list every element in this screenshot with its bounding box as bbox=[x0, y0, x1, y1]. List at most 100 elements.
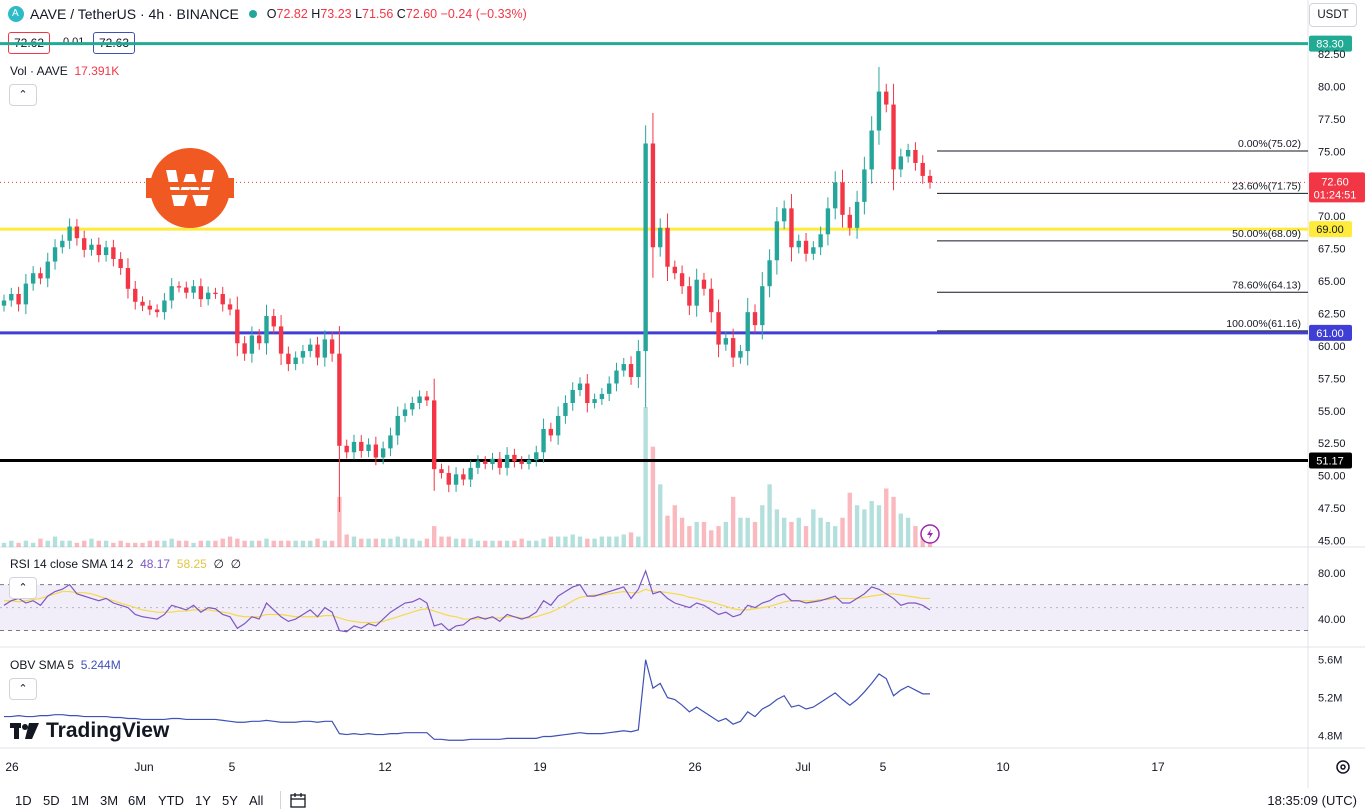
obv-tick-label: 4.8M bbox=[1318, 731, 1342, 743]
candle-body bbox=[891, 104, 896, 170]
price-tick-label: 47.50 bbox=[1318, 503, 1346, 515]
utc-clock[interactable]: 18:35:09 (UTC) bbox=[1267, 793, 1357, 808]
candle bbox=[293, 351, 298, 371]
volume-bar bbox=[541, 538, 546, 547]
volume-bar bbox=[818, 517, 823, 547]
volume-bar bbox=[162, 540, 167, 547]
time-tick-label: 12 bbox=[378, 760, 392, 774]
candle bbox=[264, 304, 269, 355]
candle-body bbox=[475, 461, 481, 468]
candle bbox=[585, 374, 590, 413]
volume-bar bbox=[424, 538, 430, 547]
volume-bar bbox=[16, 542, 21, 547]
timeframe-5d-button[interactable]: 5D bbox=[43, 793, 60, 808]
candle-body bbox=[869, 130, 874, 170]
candle-body bbox=[308, 344, 313, 352]
volume-bar bbox=[213, 540, 218, 547]
volume-bar bbox=[1, 542, 7, 547]
candle bbox=[103, 240, 109, 262]
candle-body bbox=[271, 316, 276, 327]
timeframe-all-button[interactable]: All bbox=[249, 793, 264, 808]
market-open-icon bbox=[248, 10, 257, 18]
symbol-title[interactable]: AAVE / TetherUS · 4h · BINANCE bbox=[30, 6, 239, 22]
candle bbox=[1, 294, 7, 312]
candle bbox=[74, 219, 80, 246]
candle-body bbox=[672, 266, 677, 274]
volume-bar bbox=[738, 517, 743, 547]
volume-bar bbox=[913, 526, 918, 547]
price-tick-label: 75.00 bbox=[1318, 146, 1346, 158]
candle-body bbox=[154, 309, 160, 313]
candle-body bbox=[483, 461, 488, 464]
time-tick-label: 17 bbox=[1151, 760, 1165, 774]
timeframe-1d-button[interactable]: 1D bbox=[15, 793, 32, 808]
candle-body bbox=[264, 316, 269, 344]
volume-bar bbox=[96, 540, 101, 547]
candle-body bbox=[927, 175, 933, 183]
timeframe-6m-button[interactable]: 6M bbox=[128, 793, 147, 808]
volume-bar bbox=[154, 540, 160, 547]
volume-bar bbox=[745, 517, 750, 547]
candle bbox=[811, 241, 816, 260]
candle bbox=[67, 218, 72, 249]
volume-bar bbox=[351, 536, 357, 547]
volume-bar bbox=[483, 540, 488, 547]
candle-body bbox=[388, 435, 393, 449]
candle bbox=[140, 296, 145, 312]
candle-body bbox=[913, 149, 918, 163]
candle bbox=[483, 456, 488, 470]
price-tick-label: 65.00 bbox=[1318, 276, 1346, 288]
fib-level-label: 100.00%(61.16) bbox=[1226, 318, 1301, 330]
volume-bar bbox=[701, 521, 707, 547]
candle-body bbox=[176, 286, 182, 288]
candle-body bbox=[329, 339, 335, 354]
candle bbox=[366, 438, 371, 458]
candle-body bbox=[315, 344, 320, 358]
volume-bar bbox=[694, 521, 699, 547]
tradingview-brand[interactable]: TradingView bbox=[10, 719, 169, 743]
currency-selector[interactable]: USDT bbox=[1309, 3, 1357, 27]
chevron-up-icon: ⌃ bbox=[18, 582, 28, 594]
candle bbox=[424, 390, 430, 406]
candle-body bbox=[679, 273, 685, 287]
candle-body bbox=[563, 402, 568, 416]
date-range-icon[interactable] bbox=[290, 792, 308, 811]
timeframe-5y-button[interactable]: 5Y bbox=[222, 793, 238, 808]
collapse-rsi-button[interactable]: ⌃ bbox=[9, 577, 37, 599]
timeframe-1y-button[interactable]: 1Y bbox=[195, 793, 211, 808]
collapse-volume-button[interactable]: ⌃ bbox=[9, 84, 37, 106]
candle-body bbox=[242, 343, 247, 354]
volume-bar bbox=[249, 540, 255, 547]
timeframe-3m-button[interactable]: 3M bbox=[100, 793, 119, 808]
volume-bar bbox=[577, 536, 583, 547]
volume-bar bbox=[789, 521, 794, 547]
candle bbox=[395, 406, 400, 445]
candle-body bbox=[876, 91, 882, 131]
volume-bar bbox=[359, 538, 364, 547]
volume-bar bbox=[716, 526, 721, 547]
toolbar-divider bbox=[280, 791, 281, 809]
candle bbox=[519, 456, 524, 470]
candle bbox=[271, 308, 276, 334]
timeframe-ytd-button[interactable]: YTD bbox=[158, 793, 184, 808]
gear-icon[interactable] bbox=[1336, 760, 1350, 774]
candle-body bbox=[9, 293, 14, 301]
timeframe-1m-button[interactable]: 1M bbox=[71, 793, 90, 808]
candle-body bbox=[45, 261, 50, 279]
volume-bar bbox=[118, 540, 123, 547]
candle-body bbox=[687, 286, 692, 306]
candle-body bbox=[162, 300, 167, 313]
volume-bar bbox=[45, 540, 50, 547]
rsi-legend: RSI 14 close SMA 14 2 48.17 58.25 ∅ ∅ bbox=[10, 557, 242, 571]
candle bbox=[803, 233, 809, 262]
volume-bar bbox=[60, 540, 65, 547]
collapse-obv-button[interactable]: ⌃ bbox=[9, 678, 37, 700]
lightning-icon[interactable] bbox=[920, 524, 940, 544]
candle bbox=[913, 142, 918, 171]
candle-body bbox=[278, 326, 284, 354]
volume-bar bbox=[679, 517, 685, 547]
candle-body bbox=[497, 458, 502, 468]
candle bbox=[920, 155, 925, 184]
volume-bar bbox=[103, 540, 109, 547]
